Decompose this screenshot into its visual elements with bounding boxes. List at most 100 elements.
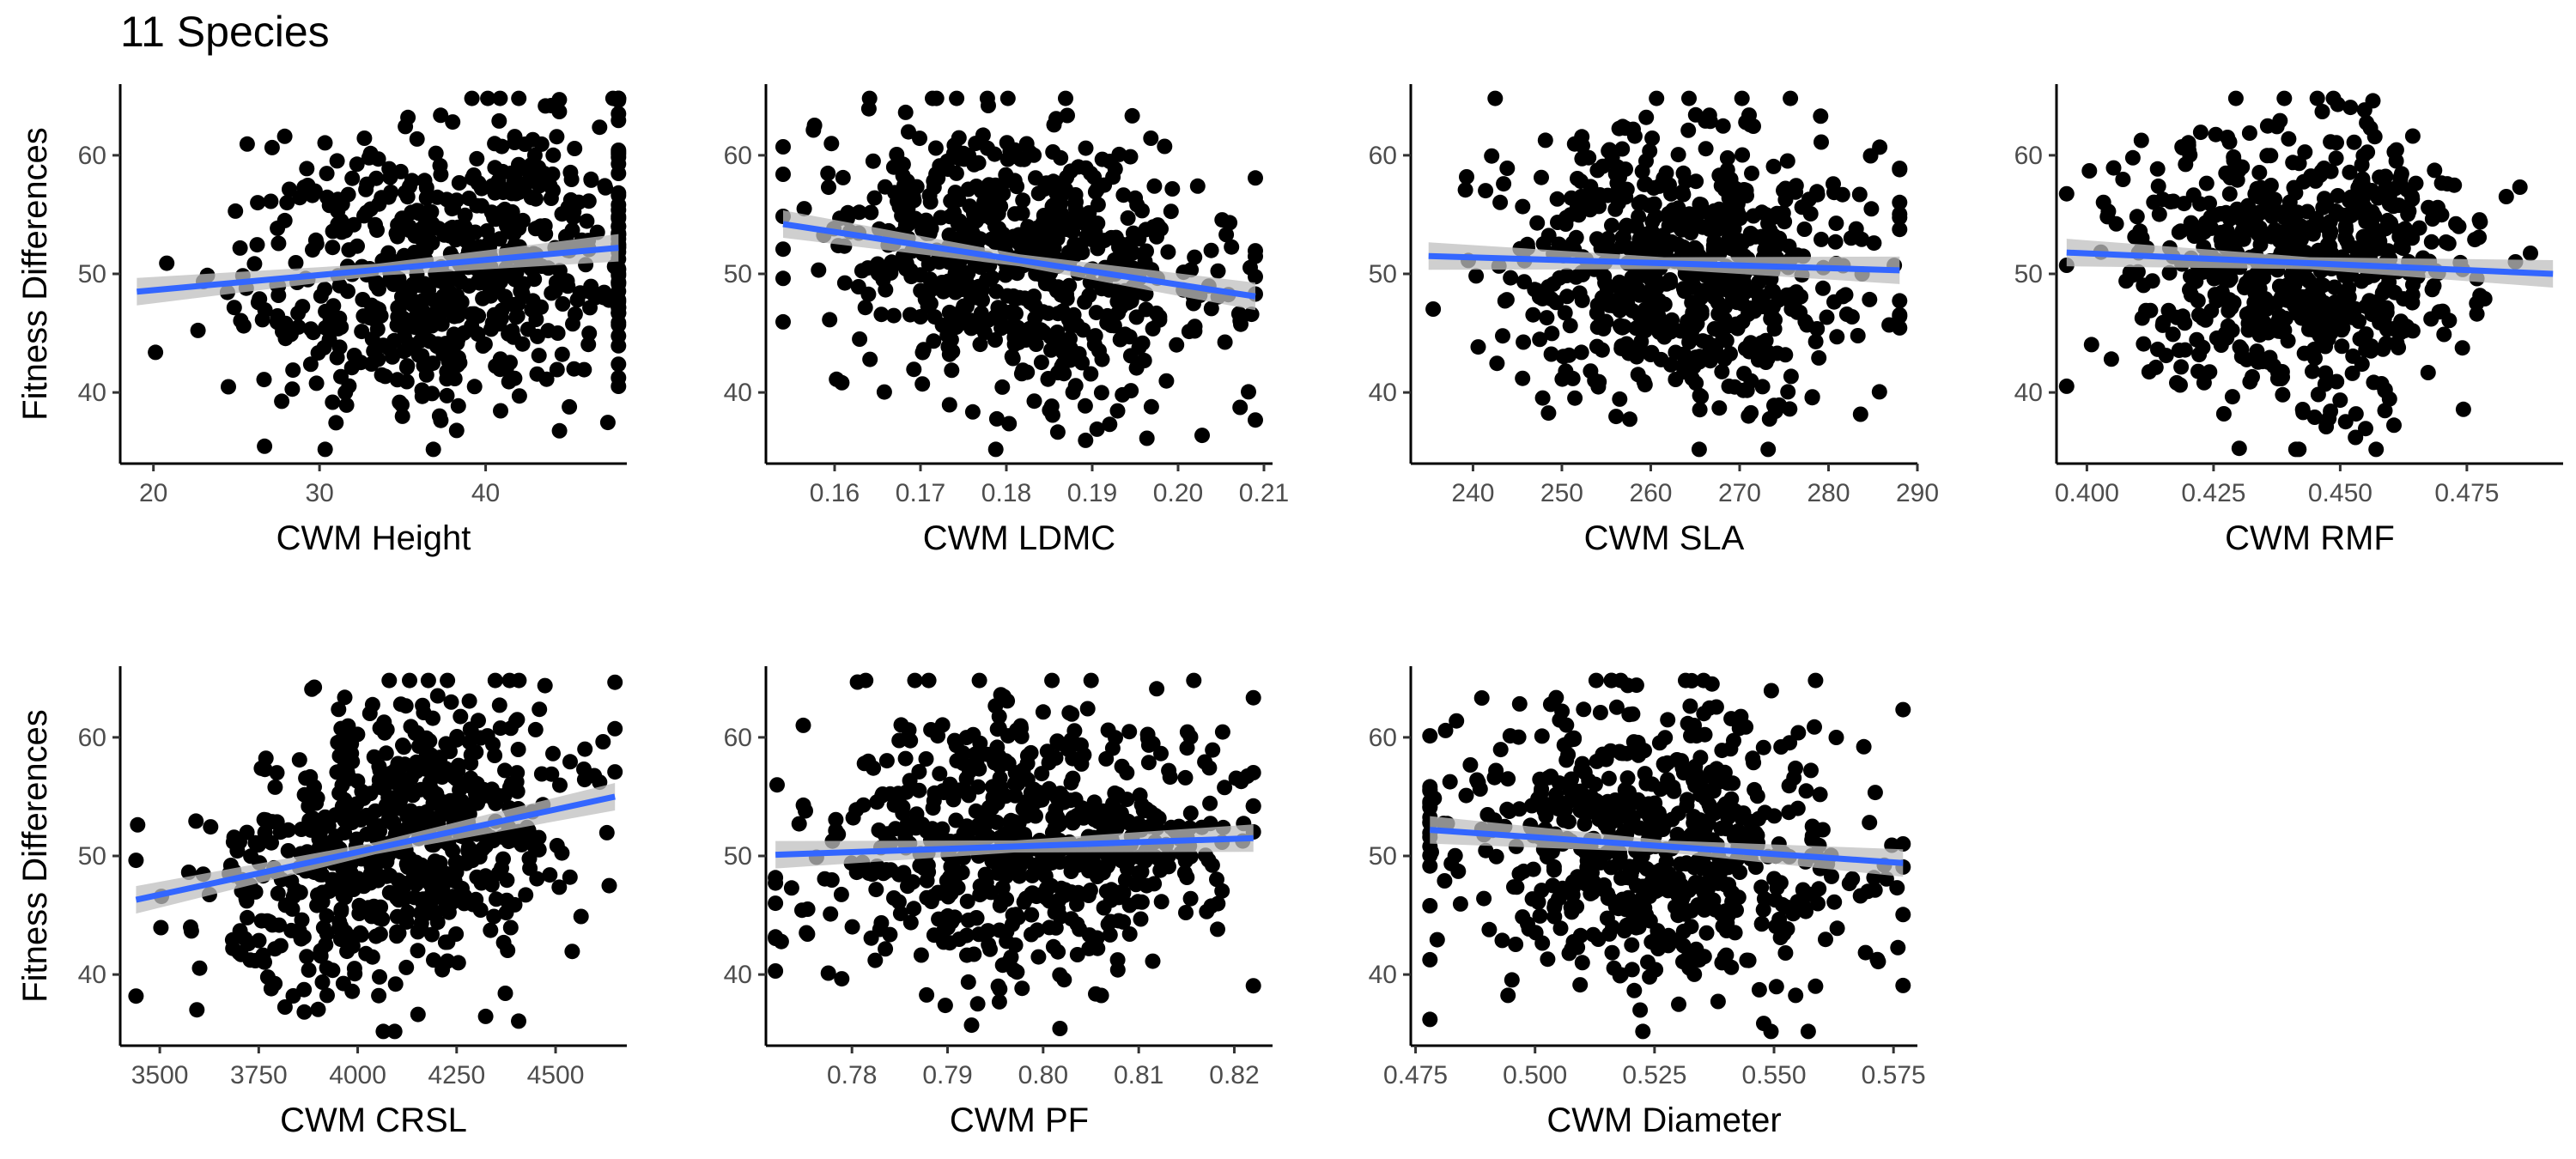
data-point xyxy=(1484,148,1500,164)
data-point xyxy=(2161,264,2178,281)
data-point xyxy=(408,876,424,892)
data-point xyxy=(1143,130,1159,146)
data-point xyxy=(1866,235,1882,252)
data-point xyxy=(1005,916,1020,932)
data-point xyxy=(914,344,931,361)
data-point xyxy=(991,708,1007,725)
x-tick-label: 4000 xyxy=(329,1061,386,1089)
data-point xyxy=(1607,792,1624,808)
data-point xyxy=(922,194,939,210)
data-point xyxy=(1829,920,1845,937)
data-point xyxy=(1788,987,1804,1004)
data-point xyxy=(1060,107,1075,124)
data-point xyxy=(2328,150,2344,167)
data-point xyxy=(1693,197,1710,213)
data-point xyxy=(1052,176,1067,192)
data-point xyxy=(544,285,560,301)
data-point xyxy=(914,221,931,238)
data-point xyxy=(1504,972,1520,988)
data-point xyxy=(1023,744,1039,761)
data-point xyxy=(998,788,1014,804)
data-point xyxy=(902,732,919,749)
data-point xyxy=(1239,768,1255,784)
data-point xyxy=(2298,245,2314,261)
data-point xyxy=(611,155,627,172)
data-point xyxy=(1670,907,1686,924)
data-point xyxy=(1793,288,1809,305)
data-point xyxy=(2430,199,2445,215)
data-point xyxy=(457,888,473,904)
data-point xyxy=(267,779,283,795)
data-point xyxy=(1546,862,1562,878)
data-point xyxy=(2202,364,2218,380)
data-point xyxy=(2208,126,2224,143)
trend-line xyxy=(2066,249,2554,277)
y-tick-label: 40 xyxy=(78,379,106,407)
data-point xyxy=(1539,310,1555,326)
data-point xyxy=(1592,805,1608,822)
data-point xyxy=(2136,277,2152,294)
trend-line xyxy=(1428,252,1900,274)
data-point xyxy=(257,438,273,454)
data-point xyxy=(371,987,387,1004)
data-point xyxy=(1179,724,1195,740)
data-point xyxy=(1534,290,1551,306)
data-point xyxy=(1139,430,1155,446)
data-point xyxy=(1574,955,1590,971)
data-point xyxy=(264,814,280,830)
data-point xyxy=(1473,690,1490,706)
data-point xyxy=(1783,90,1799,106)
data-point xyxy=(1698,141,1714,157)
data-point xyxy=(1571,285,1588,301)
data-point xyxy=(239,136,255,152)
data-point xyxy=(1738,719,1754,735)
data-point xyxy=(507,173,524,189)
x-tick-label: 0.19 xyxy=(1067,479,1117,507)
data-point xyxy=(2342,164,2358,180)
data-point xyxy=(1422,847,1438,864)
data-point xyxy=(959,947,975,963)
data-point xyxy=(1602,743,1619,759)
data-point xyxy=(1558,752,1575,768)
data-point xyxy=(611,379,627,394)
data-point xyxy=(1534,169,1549,185)
data-point xyxy=(1562,792,1578,809)
data-point xyxy=(877,179,893,195)
data-point xyxy=(1798,783,1814,799)
data-point xyxy=(932,766,948,782)
data-point xyxy=(2327,294,2343,310)
data-point xyxy=(1630,268,1646,284)
data-point xyxy=(435,288,452,304)
data-point xyxy=(372,910,387,926)
data-point xyxy=(1079,701,1096,717)
data-point xyxy=(981,923,997,939)
data-point xyxy=(1807,719,1822,735)
data-point xyxy=(1688,173,1704,190)
data-point xyxy=(1744,165,1759,181)
y-axis-title: Fitness Differences xyxy=(16,709,54,1003)
data-point xyxy=(1555,349,1571,365)
data-point xyxy=(951,213,968,229)
data-point xyxy=(937,998,953,1014)
data-point xyxy=(1040,371,1056,386)
data-point xyxy=(1691,441,1707,458)
data-point xyxy=(1747,781,1763,798)
data-point xyxy=(1046,117,1062,133)
data-point xyxy=(479,223,495,239)
data-point xyxy=(291,752,307,768)
data-point xyxy=(2233,341,2250,357)
data-point xyxy=(1217,334,1233,350)
x-tick-label: 0.425 xyxy=(2181,479,2245,507)
x-axis-title: CWM CRSL xyxy=(280,1101,467,1139)
data-point xyxy=(945,146,962,161)
data-point xyxy=(2344,365,2360,381)
data-point xyxy=(434,769,450,786)
data-point xyxy=(2178,156,2194,173)
data-point xyxy=(562,164,579,180)
y-tick-label: 40 xyxy=(724,379,752,407)
data-point xyxy=(1814,231,1829,247)
data-point xyxy=(980,312,996,328)
data-point xyxy=(2263,178,2279,193)
data-point xyxy=(2358,342,2374,358)
